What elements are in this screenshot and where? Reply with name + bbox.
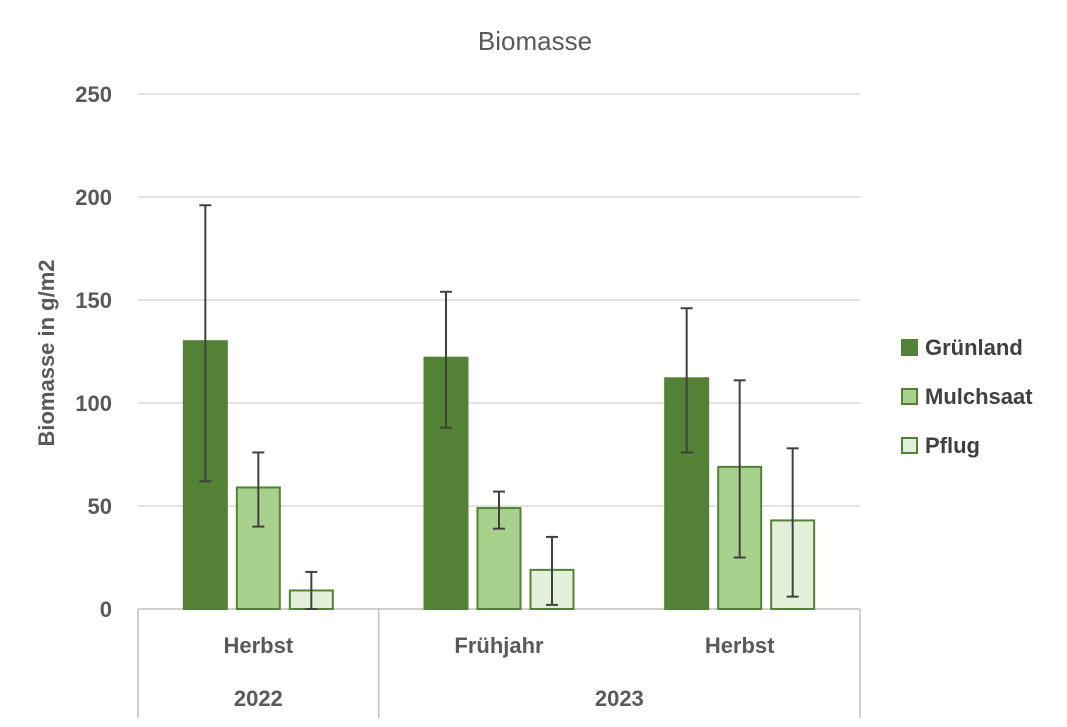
legend-label: Pflug — [925, 433, 980, 458]
y-axis-label: Biomasse in g/m2 — [34, 259, 59, 446]
x-tick-label: Frühjahr — [454, 633, 544, 658]
legend-swatch — [901, 339, 918, 356]
y-tick-label: 100 — [75, 391, 112, 416]
chart-title: Biomasse — [478, 26, 592, 56]
legend-label: Grünland — [925, 335, 1023, 360]
legend-swatch — [901, 388, 918, 405]
x-group-label: 2023 — [595, 686, 644, 711]
y-tick-label: 250 — [75, 82, 112, 107]
y-tick-label: 200 — [75, 185, 112, 210]
legend: Grünland Mulchsaat Pflug — [901, 335, 1033, 458]
error-bars — [199, 204, 799, 610]
y-tick-label: 0 — [100, 597, 112, 622]
y-axis-ticks: 0 50 100 150 200 250 — [75, 82, 112, 622]
x-tick-label: Herbst — [223, 633, 293, 658]
bars — [182, 340, 816, 611]
legend-swatch — [901, 437, 918, 454]
y-tick-label: 50 — [88, 494, 112, 519]
x-tick-label: Herbst — [705, 633, 775, 658]
y-tick-label: 150 — [75, 288, 112, 313]
legend-label: Mulchsaat — [925, 384, 1033, 409]
x-axis: Herbst Frühjahr Herbst 2022 2023 — [137, 609, 861, 718]
x-group-label: 2022 — [234, 686, 283, 711]
